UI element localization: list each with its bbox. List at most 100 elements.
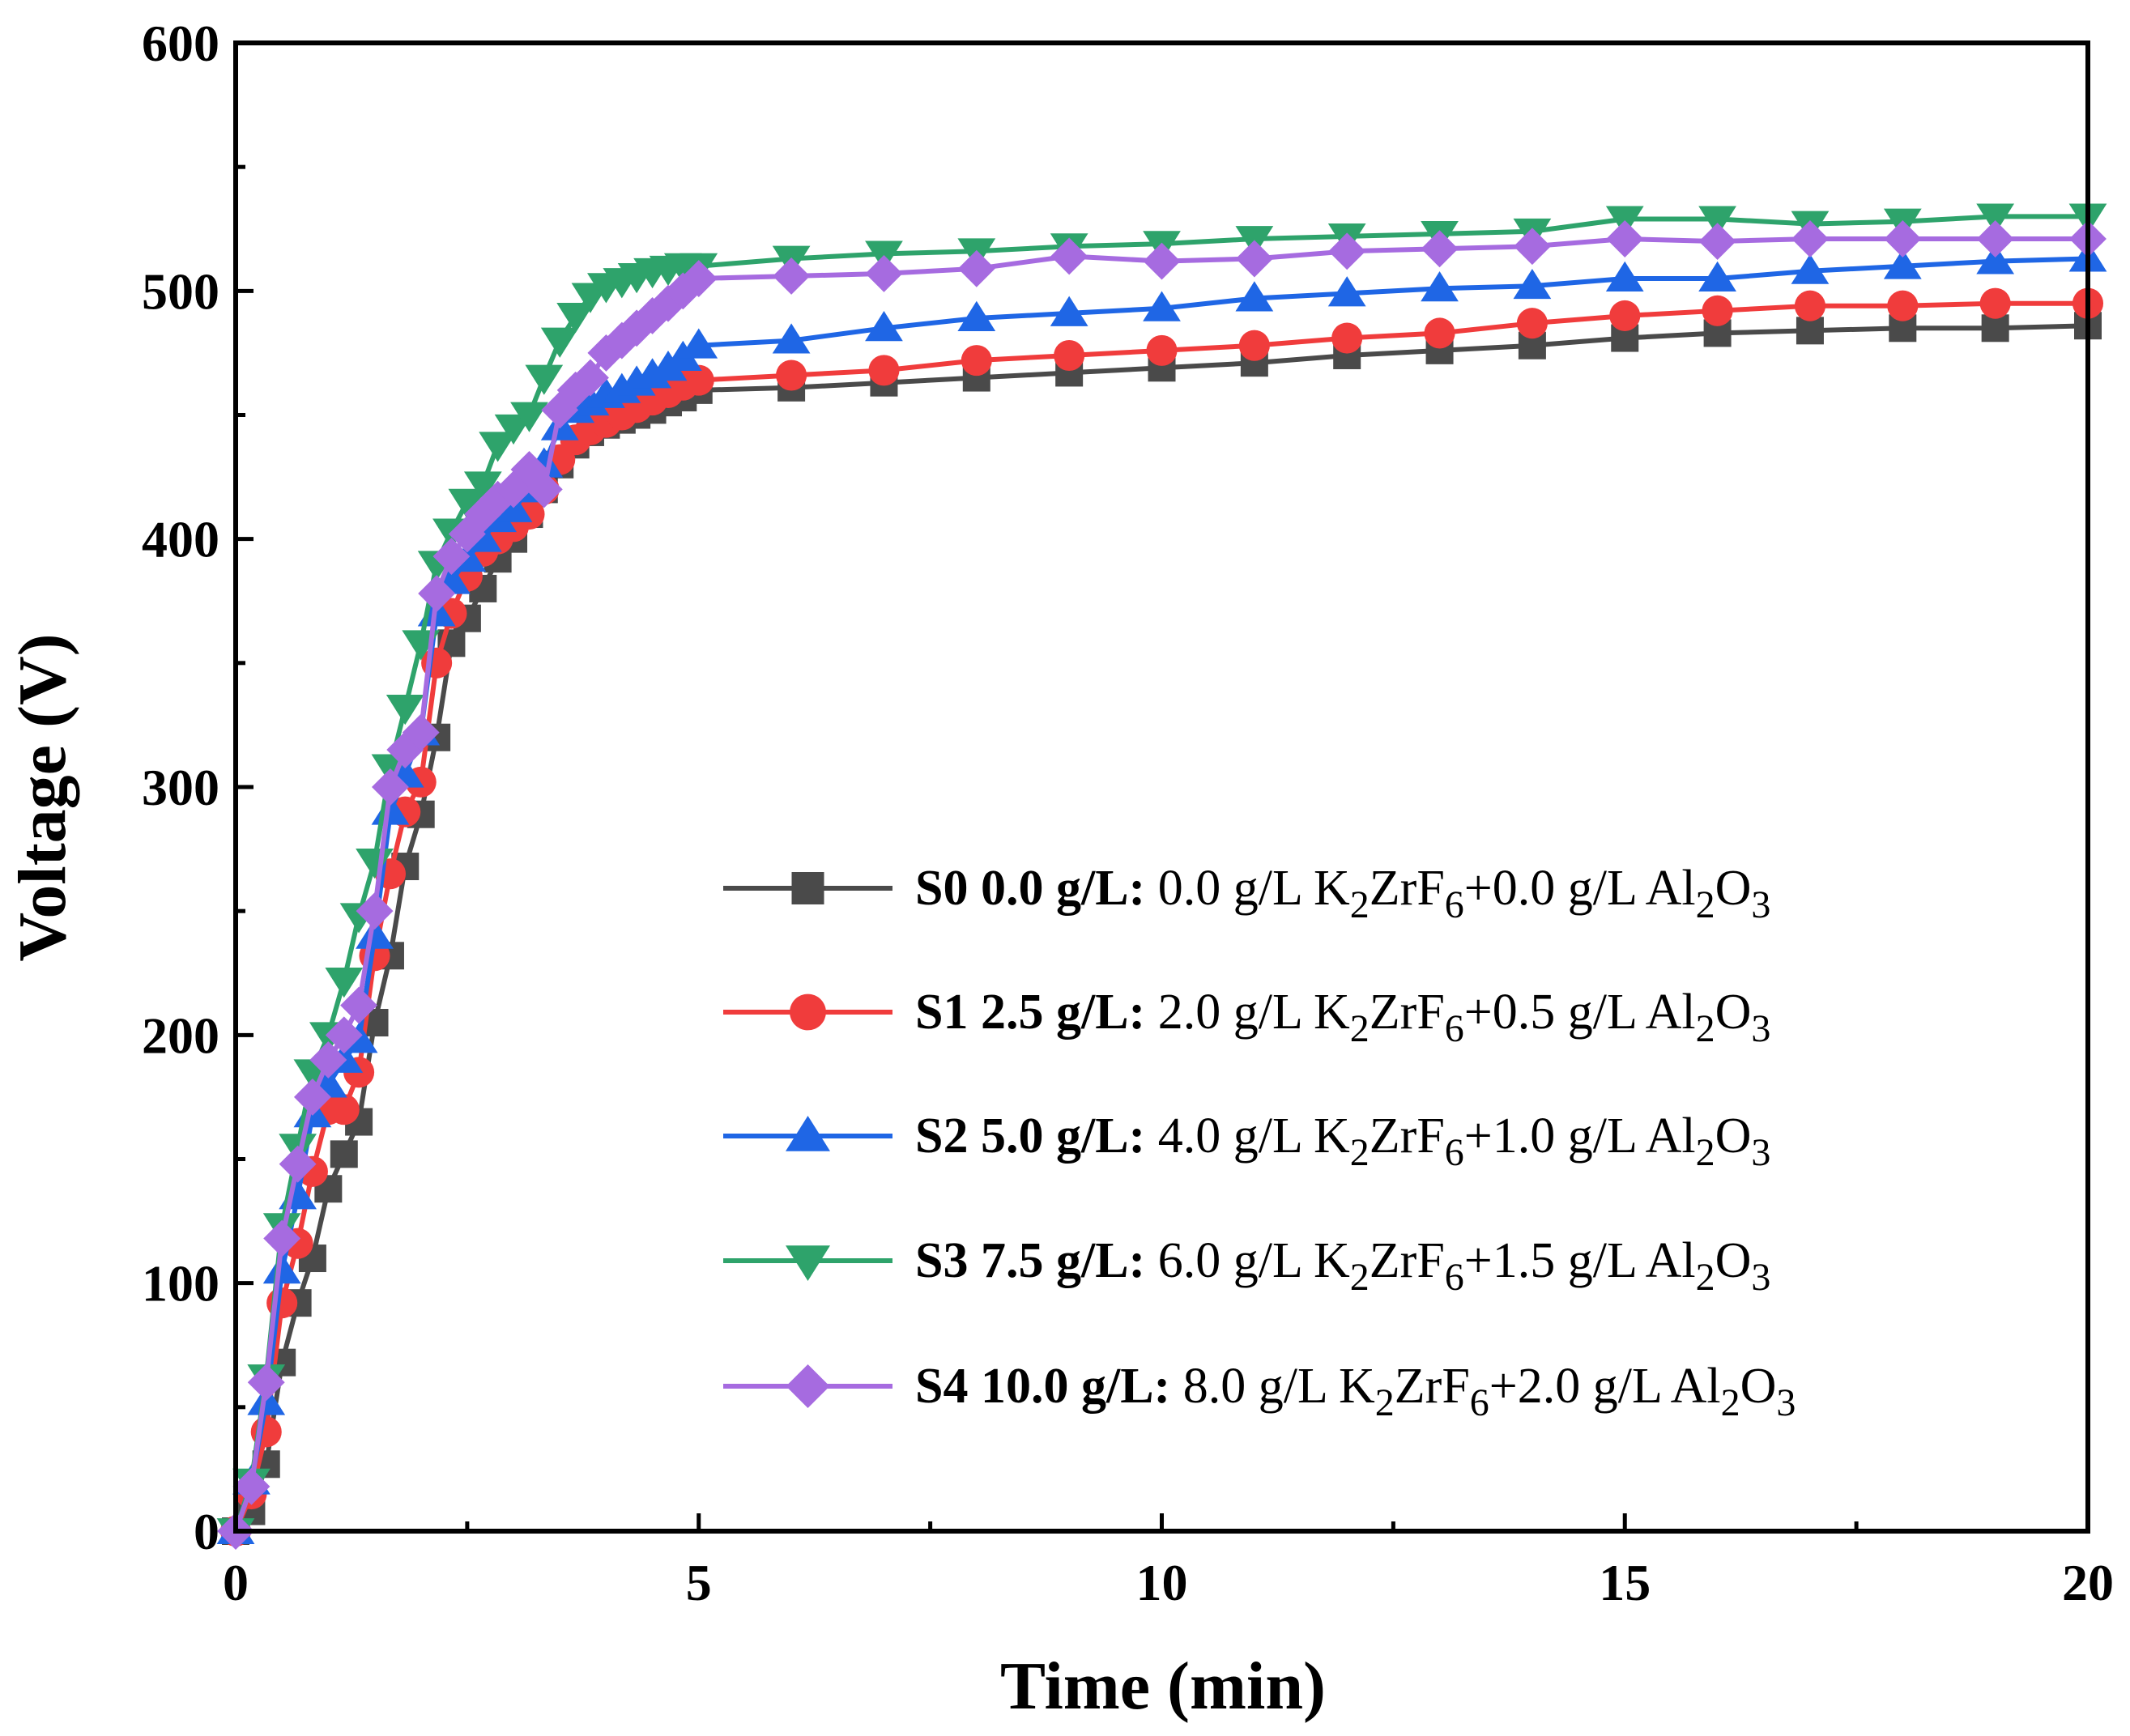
data-point-S4 (664, 272, 702, 310)
legend-marker (786, 1364, 830, 1408)
legend-subscript: 6 (1470, 1381, 1489, 1424)
legend-subscript: 3 (1751, 883, 1770, 926)
data-point-S2 (1698, 261, 1736, 291)
legend-subscript: 3 (1776, 1381, 1796, 1424)
legend-label: S3 7.5 g/L: 6.0 g/L K2ZrF6+1.5 g/L Al2O3 (915, 1233, 1770, 1299)
data-point-S0 (330, 1140, 358, 1168)
data-point-S4 (773, 257, 811, 295)
data-point-S4 (865, 254, 903, 292)
legend-subscript: 2 (1350, 1256, 1370, 1299)
data-point-S3 (1698, 206, 1736, 236)
legend-text-part: +0.0 g/L Al (1464, 861, 1696, 916)
data-point-S1 (1609, 300, 1641, 332)
legend-marker (786, 1245, 830, 1281)
series-S1 (219, 287, 2104, 1547)
data-point-S4 (386, 731, 424, 768)
legend-entry-S0: S0 0.0 g/L: 0.0 g/L K2ZrF6+0.0 g/L Al2O3 (723, 861, 1770, 926)
data-point-S3 (556, 303, 595, 334)
legend-text-part: +1.5 g/L Al (1464, 1233, 1696, 1288)
data-point-S1 (776, 360, 807, 391)
y-tick-label: 500 (142, 262, 219, 320)
legend-text-part: +1.0 g/L Al (1464, 1108, 1696, 1164)
legend-text-part: 2.0 g/L K (1158, 985, 1350, 1040)
y-tick-label: 200 (142, 1006, 219, 1064)
data-point-S1 (1887, 290, 1919, 321)
data-point-S2 (356, 918, 394, 949)
legend-subscript: 2 (1721, 1381, 1740, 1424)
x-tick-label: 0 (223, 1554, 249, 1611)
legend-subscript: 2 (1375, 1381, 1395, 1424)
data-point-S3 (540, 327, 579, 358)
y-tick-label: 400 (142, 511, 219, 568)
data-point-S2 (1513, 268, 1552, 300)
data-point-S4 (556, 371, 594, 409)
plot-border (233, 40, 2090, 1534)
data-point-S4 (263, 1219, 301, 1257)
legend-subscript: 2 (1696, 883, 1715, 926)
data-point-S1 (868, 355, 900, 386)
legend-subscript: 6 (1445, 883, 1464, 926)
data-point-S4 (1143, 242, 1181, 280)
data-point-S4 (1328, 232, 1366, 270)
data-point-S1 (1702, 295, 1733, 326)
legend-text-part: 4.0 g/L K (1158, 1108, 1350, 1164)
data-point-S4 (247, 1364, 285, 1402)
data-point-S4 (418, 575, 456, 613)
legend-label-bold: S4 10.0 g/L: (915, 1359, 1183, 1414)
legend-subscript: 2 (1696, 1256, 1715, 1299)
data-point-S4 (541, 391, 579, 429)
y-tick-label: 0 (194, 1503, 219, 1560)
data-point-S2 (957, 300, 996, 331)
legend-text-part: ZrF (1395, 1359, 1470, 1414)
legend-subscript: 6 (1445, 1131, 1464, 1174)
series-S4 (217, 220, 2107, 1550)
legend-label: S0 0.0 g/L: 0.0 g/L K2ZrF6+0.0 g/L Al2O3 (915, 861, 1770, 926)
data-point-S1 (1979, 287, 2011, 319)
legend-entry-S4: S4 10.0 g/L: 8.0 g/L K2ZrF6+2.0 g/L Al2O… (723, 1359, 1796, 1424)
data-point-S4 (1698, 223, 1736, 261)
data-point-S4 (279, 1145, 317, 1183)
data-point-S4 (495, 470, 532, 508)
data-point-S2 (679, 328, 718, 359)
legend-subscript: 6 (1445, 1256, 1464, 1299)
data-point-S4 (1235, 240, 1273, 278)
data-point-S4 (325, 1016, 363, 1054)
legend-text-part: 6.0 g/L K (1158, 1233, 1350, 1288)
data-point-S2 (1327, 276, 1366, 307)
x-tick-label: 15 (1599, 1554, 1651, 1611)
data-point-S3 (525, 364, 564, 395)
legend-marker (790, 994, 826, 1031)
legend-entry-S2: S2 5.0 g/L: 4.0 g/L K2ZrF6+1.0 g/L Al2O3 (723, 1108, 1770, 1174)
legend-text-part: +2.0 g/L Al (1489, 1359, 1721, 1414)
legend-text-part: O (1715, 1108, 1752, 1164)
data-point-S4 (402, 713, 440, 751)
data-point-S3 (510, 402, 548, 432)
data-point-S1 (1238, 330, 1270, 361)
legend-entry-S3: S3 7.5 g/L: 6.0 g/L K2ZrF6+1.5 g/L Al2O3 (723, 1233, 1770, 1299)
x-axis-title: Time (min) (1000, 1649, 1326, 1724)
legend-text-part: O (1715, 985, 1752, 1040)
data-point-S2 (1235, 281, 1274, 312)
data-point-S2 (1050, 296, 1088, 326)
legend-subscript: 6 (1445, 1007, 1464, 1050)
data-point-S4 (1513, 228, 1551, 266)
x-tick-label: 5 (686, 1554, 712, 1611)
data-point-S3 (386, 695, 424, 725)
data-point-S1 (961, 345, 992, 377)
data-point-S4 (1421, 230, 1459, 268)
legend-label: S2 5.0 g/L: 4.0 g/L K2ZrF6+1.0 g/L Al2O3 (915, 1108, 1770, 1174)
legend-subscript: 2 (1696, 1131, 1715, 1174)
legend-subscript: 3 (1751, 1256, 1770, 1299)
data-point-S4 (957, 249, 995, 287)
y-tick-label: 100 (142, 1255, 219, 1313)
data-point-S4 (525, 470, 563, 508)
legend-text-part: ZrF (1370, 1108, 1445, 1164)
data-point-S4 (309, 1041, 347, 1079)
data-point-S4 (1791, 220, 1829, 257)
legend-text-part: O (1740, 1359, 1777, 1414)
data-point-S2 (1976, 244, 2015, 274)
data-point-S1 (328, 1094, 360, 1125)
y-tick-label: 600 (142, 15, 219, 72)
data-point-S0 (1981, 314, 2009, 343)
